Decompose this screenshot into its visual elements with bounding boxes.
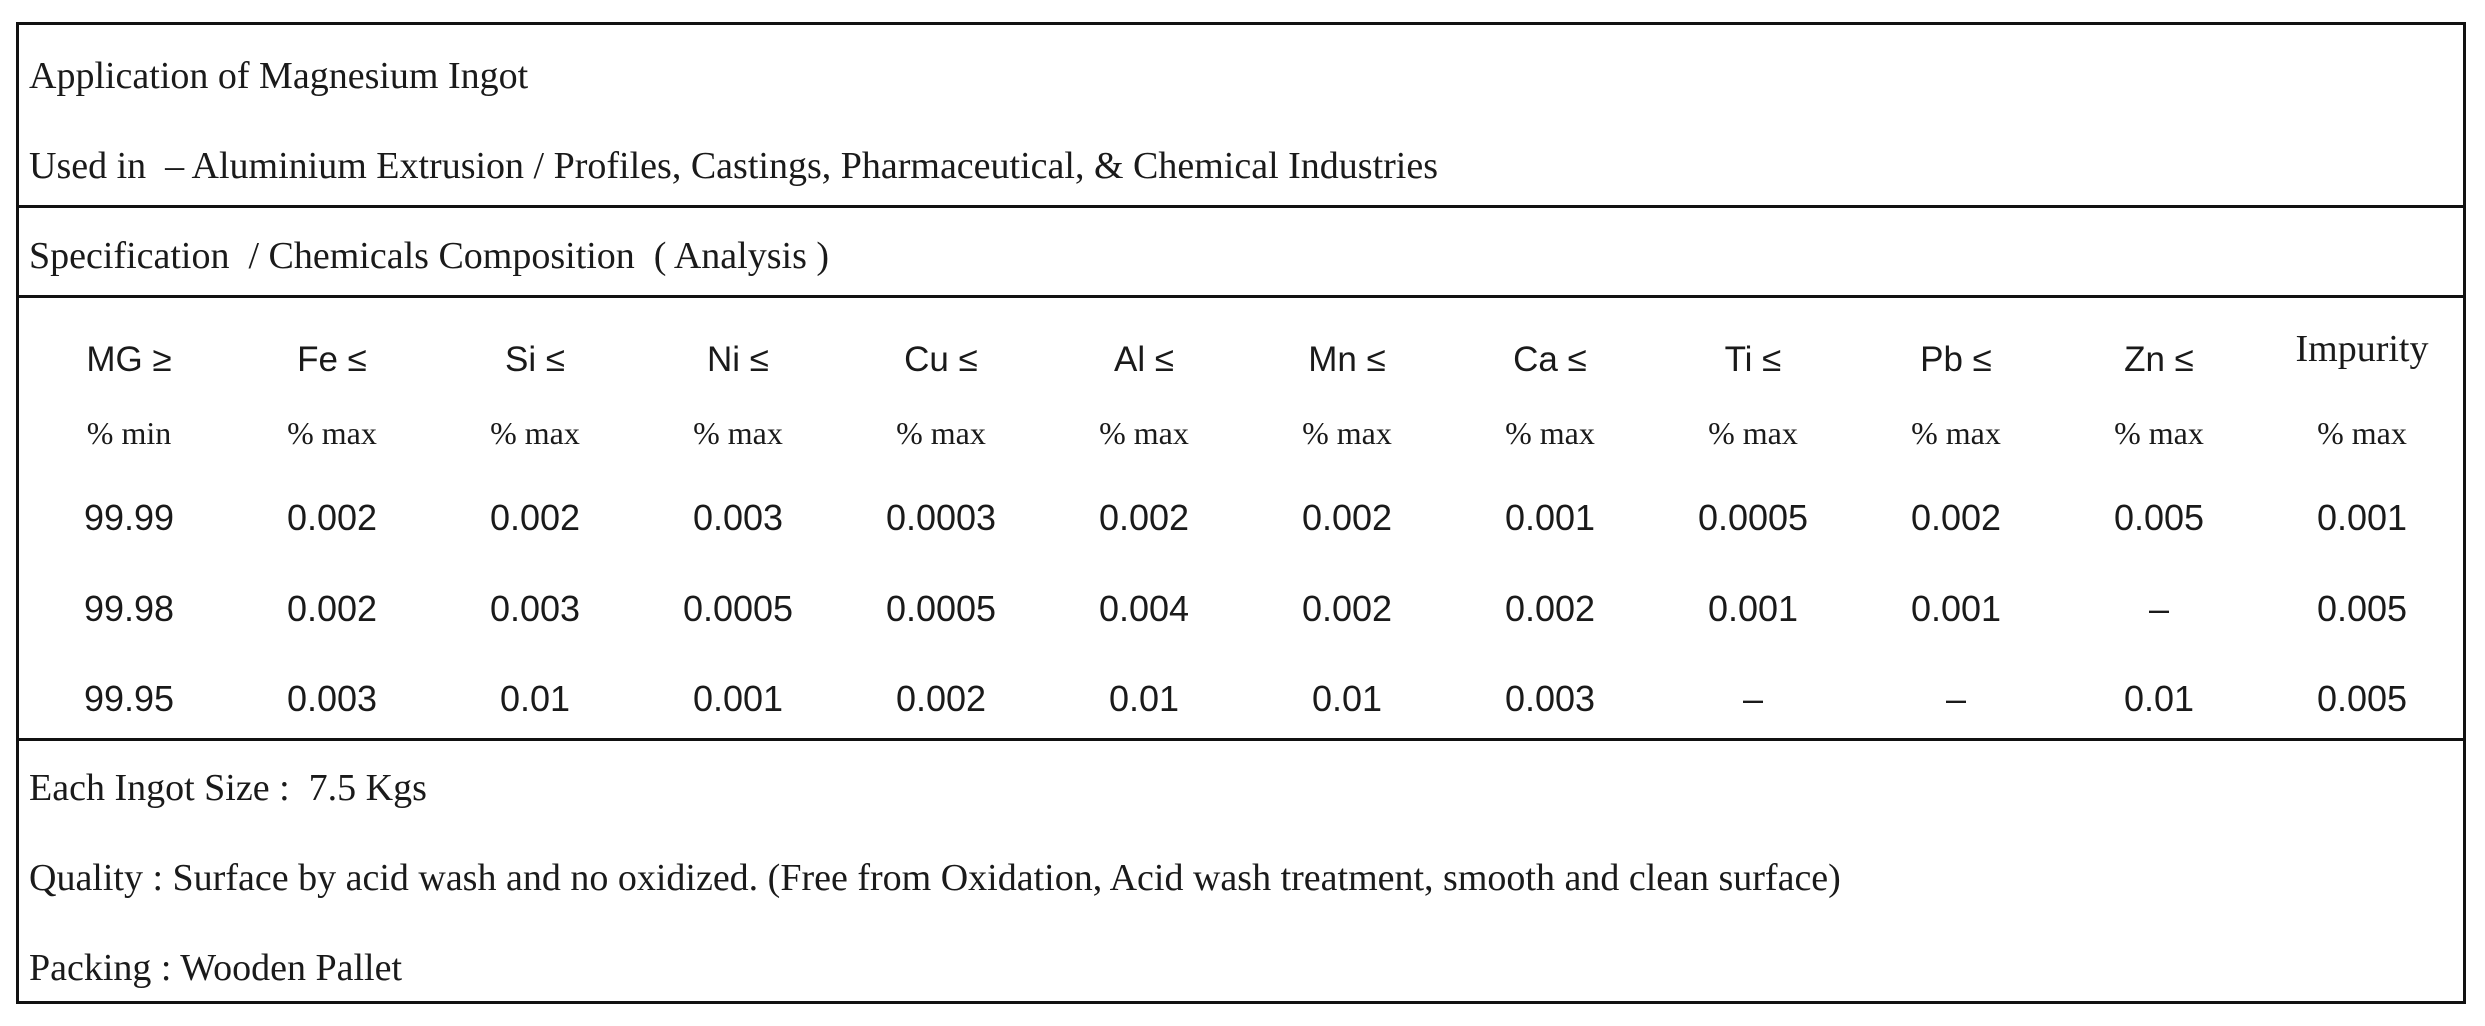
header-cell: Ti ≤ bbox=[1724, 340, 1782, 379]
value-cell: – bbox=[1945, 678, 1967, 719]
value-cell: 0.002 bbox=[1504, 588, 1596, 629]
ingot-size: Each Ingot Size : 7.5 Kgs bbox=[29, 767, 427, 809]
value-cell: – bbox=[2148, 588, 2170, 629]
value-cell: 0.002 bbox=[286, 588, 378, 629]
divider bbox=[19, 205, 2463, 208]
header-cell: Cu ≤ bbox=[904, 340, 978, 379]
value-cell: 0.001 bbox=[1504, 497, 1596, 538]
value-cell: 99.95 bbox=[83, 678, 175, 719]
value-cell: 99.98 bbox=[83, 588, 175, 629]
value-cell: 0.003 bbox=[1504, 678, 1596, 719]
unit-cell: % max bbox=[1911, 415, 2001, 451]
value-cell: 0.003 bbox=[489, 588, 581, 629]
value-cell: 0.001 bbox=[692, 678, 784, 719]
value-cell: 0.01 bbox=[499, 678, 571, 719]
value-cell: 0.005 bbox=[2316, 678, 2408, 719]
magnesium-ingot-spec-sheet: Application of Magnesium Ingot Used in –… bbox=[16, 22, 2466, 1004]
application-used-in: Used in – Aluminium Extrusion / Profiles… bbox=[29, 145, 1438, 187]
value-cell: 0.002 bbox=[1301, 588, 1393, 629]
header-cell: Ni ≤ bbox=[707, 340, 769, 379]
value-cell: 0.01 bbox=[1311, 678, 1383, 719]
value-cell: 0.002 bbox=[895, 678, 987, 719]
header-cell: Pb ≤ bbox=[1920, 340, 1992, 379]
header-cell: MG ≥ bbox=[86, 340, 172, 379]
value-cell: 0.001 bbox=[2316, 497, 2408, 538]
unit-cell: % max bbox=[1099, 415, 1189, 451]
value-cell: 0.0005 bbox=[885, 588, 997, 629]
unit-cell: % max bbox=[490, 415, 580, 451]
value-cell: 0.0005 bbox=[682, 588, 794, 629]
value-cell: 0.002 bbox=[1910, 497, 2002, 538]
unit-cell: % max bbox=[1302, 415, 1392, 451]
header-cell: Mn ≤ bbox=[1308, 340, 1386, 379]
quality-note: Quality : Surface by acid wash and no ox… bbox=[29, 857, 1841, 899]
unit-cell: % max bbox=[287, 415, 377, 451]
header-cell: Al ≤ bbox=[1113, 340, 1175, 379]
value-cell: 0.003 bbox=[286, 678, 378, 719]
unit-cell: % max bbox=[896, 415, 986, 451]
value-cell: – bbox=[1742, 678, 1764, 719]
header-cell: Fe ≤ bbox=[297, 340, 367, 379]
header-cell: Si ≤ bbox=[504, 340, 566, 379]
application-title: Application of Magnesium Ingot bbox=[29, 55, 529, 97]
unit-cell: % max bbox=[1708, 415, 1798, 451]
unit-cell: % max bbox=[2114, 415, 2204, 451]
value-cell: 0.002 bbox=[489, 497, 581, 538]
value-cell: 0.005 bbox=[2316, 588, 2408, 629]
value-cell: 0.002 bbox=[1301, 497, 1393, 538]
value-cell: 0.002 bbox=[1098, 497, 1190, 538]
specification-title: Specification / Chemicals Composition ( … bbox=[29, 235, 830, 277]
unit-cell: % max bbox=[1505, 415, 1595, 451]
unit-cell: % max bbox=[2317, 415, 2407, 451]
header-cell: Ca ≤ bbox=[1513, 340, 1587, 379]
value-cell: 0.0003 bbox=[885, 497, 997, 538]
unit-cell: % max bbox=[693, 415, 783, 451]
unit-cell: % min bbox=[86, 415, 172, 451]
value-cell: 0.003 bbox=[692, 497, 784, 538]
value-cell: 0.005 bbox=[2113, 497, 2205, 538]
header-cell: Zn ≤ bbox=[2124, 340, 2194, 379]
value-cell: 0.002 bbox=[286, 497, 378, 538]
value-cell: 99.99 bbox=[83, 497, 175, 538]
divider bbox=[19, 295, 2463, 298]
value-cell: 0.001 bbox=[1707, 588, 1799, 629]
value-cell: 0.0005 bbox=[1697, 497, 1809, 538]
value-cell: 0.004 bbox=[1098, 588, 1190, 629]
packing-note: Packing : Wooden Pallet bbox=[29, 947, 403, 989]
value-cell: 0.01 bbox=[2123, 678, 2195, 719]
value-cell: 0.001 bbox=[1910, 588, 2002, 629]
divider bbox=[19, 738, 2463, 741]
value-cell: 0.01 bbox=[1108, 678, 1180, 719]
header-cell: Impurity bbox=[2295, 328, 2429, 370]
